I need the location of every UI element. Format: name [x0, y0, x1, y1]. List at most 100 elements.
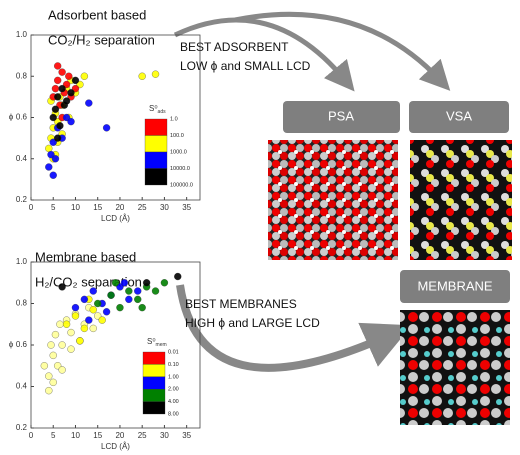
x-tick-label: 25 — [138, 431, 147, 440]
point — [45, 144, 53, 153]
point — [62, 97, 71, 105]
point — [45, 386, 53, 395]
x-tick-label: 10 — [71, 431, 80, 440]
note: BEST MEMBRANES — [185, 297, 297, 311]
colorbar-label: 4.00 — [168, 399, 179, 405]
y-tick-label: 1.0 — [16, 30, 28, 39]
x-tick-label: 25 — [138, 203, 147, 212]
structure-image — [268, 140, 398, 260]
point — [71, 312, 80, 320]
point — [58, 366, 66, 374]
x-tick-label: 30 — [160, 431, 169, 440]
point — [94, 299, 102, 308]
point — [98, 316, 106, 324]
x-tick-label: 35 — [182, 431, 191, 440]
point — [89, 324, 97, 333]
chart-title: Membrane based — [35, 249, 136, 264]
point — [125, 295, 133, 304]
y-tick-label: 0.6 — [16, 340, 28, 349]
point — [76, 337, 84, 345]
colorbar-label: 1.0 — [170, 116, 178, 122]
chart-title: CO₂/H₂ separation — [48, 32, 155, 47]
y-tick-label: 0.2 — [16, 423, 28, 432]
legend-symbol: S⁰ — [149, 104, 158, 113]
point — [102, 308, 111, 316]
colorbar-label: 1.00 — [168, 374, 179, 380]
point — [58, 68, 66, 76]
structure-image — [400, 310, 510, 425]
arrow — [173, 17, 355, 92]
point — [58, 283, 66, 291]
legend-symbol: S⁰ — [147, 337, 156, 346]
point — [151, 70, 160, 78]
colorbar-label: 2.00 — [168, 387, 179, 393]
colorbar-label: 0.10 — [168, 362, 179, 368]
point — [45, 163, 53, 171]
legend-title: S⁰ads — [149, 104, 166, 115]
point — [67, 89, 75, 97]
point — [138, 303, 146, 312]
colorbar-band — [144, 118, 168, 136]
y-tick-label: 1.0 — [16, 257, 28, 266]
chart-title: Adsorbent based — [48, 7, 146, 22]
box-label: PSA — [328, 108, 354, 123]
point — [138, 72, 146, 80]
point — [160, 279, 169, 287]
point — [80, 324, 89, 333]
legend-title: S⁰mem — [147, 337, 167, 348]
arrow — [176, 284, 412, 372]
point — [134, 295, 142, 304]
point — [89, 287, 97, 295]
point — [54, 76, 62, 85]
point — [58, 341, 66, 349]
y-axis-label: ϕ — [9, 113, 14, 122]
legend-sub: mem — [156, 342, 167, 348]
point — [65, 72, 73, 80]
point — [116, 303, 124, 312]
point — [56, 122, 64, 130]
colorbar-label: 1000.0 — [170, 149, 187, 155]
colorbar-label: 100.0 — [170, 133, 184, 139]
point — [125, 287, 133, 295]
colorbar-label: 8.00 — [168, 411, 179, 417]
point — [107, 291, 115, 299]
x-tick-label: 20 — [115, 431, 124, 440]
point — [80, 72, 89, 80]
colorbar-band — [142, 376, 166, 390]
note: HIGH ϕ and LARGE LCD — [185, 316, 320, 330]
x-tick-label: 15 — [93, 431, 102, 440]
point — [51, 155, 60, 163]
point — [51, 84, 60, 93]
y-tick-label: 0.8 — [16, 299, 28, 308]
y-tick-label: 0.2 — [16, 195, 28, 204]
point — [142, 279, 151, 287]
point — [54, 62, 62, 70]
point — [85, 99, 93, 107]
point — [49, 171, 57, 179]
x-tick-label: 30 — [160, 203, 169, 212]
colorbar-band — [142, 364, 166, 377]
colorbar-band — [144, 151, 168, 169]
point — [89, 306, 97, 314]
arrow — [234, 11, 451, 91]
x-tick-label: 5 — [51, 431, 56, 440]
box — [409, 101, 509, 133]
point — [120, 279, 129, 287]
structure-image — [410, 140, 512, 260]
point — [67, 117, 75, 126]
legend-sub: ads — [158, 109, 167, 115]
point — [67, 345, 75, 353]
box-label: MEMBRANE — [417, 278, 492, 293]
point — [111, 279, 120, 287]
point — [102, 124, 111, 132]
note: BEST ADSORBENT — [180, 40, 289, 54]
point — [49, 351, 57, 360]
point — [151, 287, 160, 295]
point — [51, 105, 60, 113]
note: LOW ϕ and SMALL LCD — [180, 59, 311, 73]
y-tick-label: 0.4 — [16, 154, 28, 163]
point — [71, 76, 80, 85]
colorbar-band — [142, 389, 166, 402]
x-tick-label: 0 — [29, 203, 34, 212]
